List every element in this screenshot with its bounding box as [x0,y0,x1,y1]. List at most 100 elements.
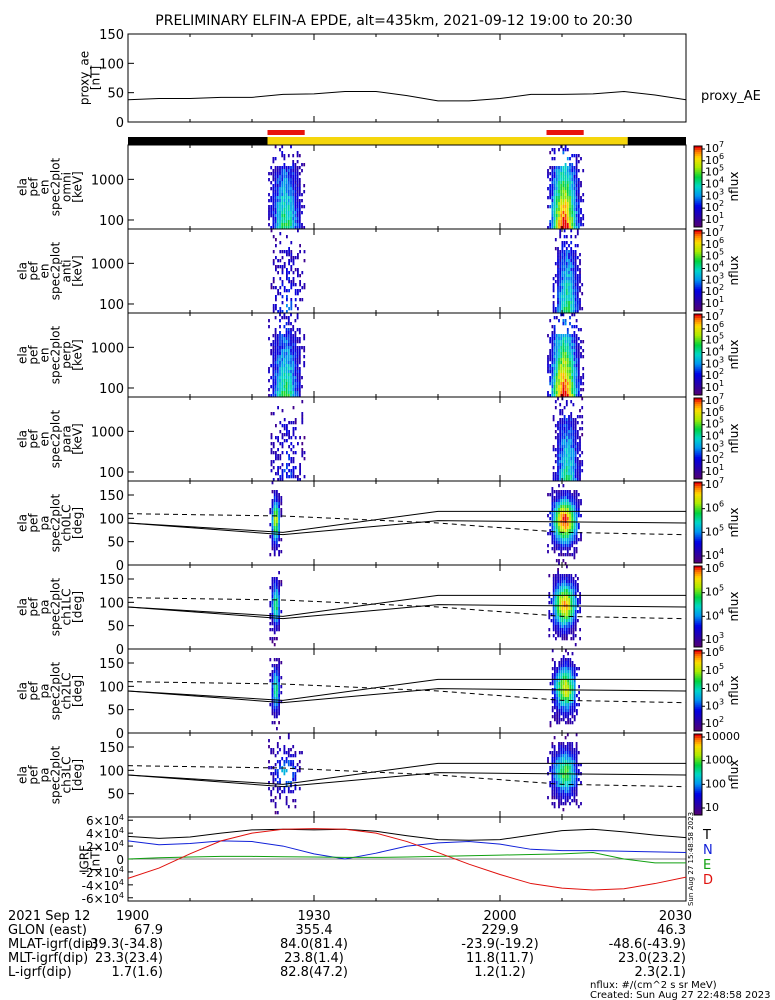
heatmap-cell [556,709,558,713]
heatmap-cell [562,514,565,518]
heatmap-cell [287,334,290,338]
colorbar-frame [693,481,703,564]
heatmap-cell [279,217,281,221]
heatmap-cell [554,670,556,674]
heatmap-cell [575,349,578,353]
heatmap-cell [566,331,569,335]
heatmap-cell [285,316,288,320]
colorbar-cell [694,324,702,327]
heatmap-cell [555,592,557,596]
colorbar-cell [694,356,702,360]
heatmap-cell [553,316,556,320]
heatmap-cell [290,448,293,452]
heatmap-cell [573,781,576,785]
heatmap-cell [572,280,575,284]
heatmap-cell [275,457,277,461]
heatmap-cell [563,256,566,260]
heatmap-cell [296,193,299,197]
heatmap-cell [568,619,570,623]
heatmap-cell [278,586,280,590]
heatmap-cell [562,151,565,155]
heatmap-cell [573,706,576,710]
colorbar-cell [694,770,702,773]
heatmap-cell [562,763,565,767]
heatmap-cell [301,751,303,755]
heatmap-cell [301,346,303,350]
heatmap-cell [563,592,566,596]
heatmap-cell [577,190,580,194]
heatmap-cell [564,511,567,515]
heatmap-cell [569,322,571,326]
heatmap-cell [565,721,567,725]
heatmap-cell [573,217,576,221]
heatmap-cell [555,751,558,755]
heatmap-cell [273,577,276,581]
heatmap-cell [279,343,281,347]
y-axis-label-line: spec2plot [49,241,63,300]
heatmap-cell [564,541,567,545]
heatmap-cell [297,289,299,293]
heatmap-cell [573,676,576,680]
heatmap-cell [562,202,565,206]
colorbar-cell [694,668,702,671]
heatmap-cell [279,760,281,764]
heatmap-cell [276,391,279,395]
heatmap-cell [296,160,299,164]
heatmap-cell [554,667,556,671]
heatmap-cell [287,211,290,215]
y-tick-label: 0 [116,559,124,574]
colorbar-cell [694,260,702,263]
heatmap-cell [579,637,581,641]
heatmap-cell [553,172,556,176]
colorbar-cell [694,288,702,292]
heatmap-cell [568,610,570,614]
heatmap-cell [558,721,561,725]
colorbar-cell [694,808,702,812]
heatmap-cell [274,358,277,362]
heatmap-cell [571,364,574,368]
heatmap-cell [562,391,565,395]
heatmap-cell [558,766,560,770]
heatmap-cell [549,220,552,224]
heatmap-cell [271,481,274,485]
heatmap-cell [274,763,277,767]
heatmap-cell [268,325,270,329]
heatmap-cell [571,523,574,527]
heatmap-cell [566,793,569,797]
heatmap-cell [271,502,274,506]
heatmap-cell [287,751,290,755]
heatmap-cell [569,544,571,548]
heatmap-cell [572,472,575,476]
heatmap-cell [574,421,577,425]
heatmap [269,481,582,566]
heatmap-cell [566,766,569,770]
heatmap-cell [296,223,299,227]
heatmap-cell [553,529,556,533]
heatmap-cell [298,190,301,194]
heatmap-cell [298,373,301,377]
heatmap-cell [296,154,299,158]
colorbar-label: nflux [727,424,741,454]
heatmap-cell [564,169,567,173]
heatmap-cell [551,490,554,494]
heatmap-cell [580,328,582,332]
heatmap-cell [552,475,555,479]
heatmap-cell [283,187,286,191]
heatmap-cell [568,253,570,257]
heatmap-cell [558,523,560,527]
heatmap-cell [283,250,286,254]
heatmap-cell [569,199,571,203]
heatmap-cell [292,202,295,206]
heatmap-cell [290,382,292,386]
y-axis-label-line: IGRF [78,845,92,873]
heatmap-cell [274,211,277,215]
heatmap-cell [560,490,563,494]
heatmap-cell [292,457,295,461]
heatmap-cell [582,199,585,203]
heatmap-cell [287,166,290,170]
heatmap-cell [569,697,572,701]
heatmap-cell [564,553,567,557]
heatmap-cell [569,781,571,785]
heatmap-cell [558,796,560,800]
